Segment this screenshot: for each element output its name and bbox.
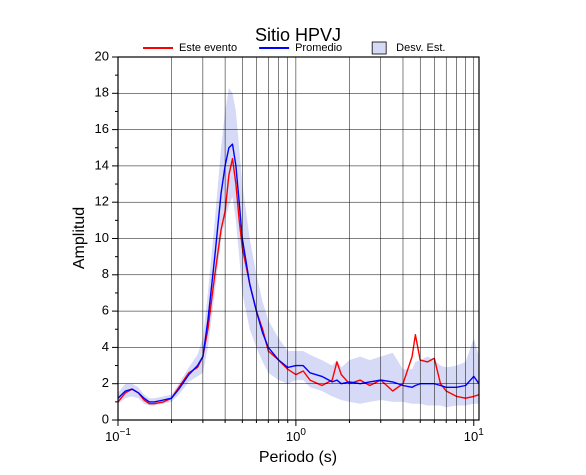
y-tick-label: 20 [95, 48, 109, 63]
series-line [118, 143, 479, 403]
y-tick-label: 8 [102, 266, 109, 281]
legend-label: Este evento [179, 42, 237, 54]
x-tick-exponent: 1 [478, 427, 484, 438]
plot-area [118, 87, 479, 408]
x-tick-exponent: 0 [300, 427, 306, 438]
std-band [118, 87, 479, 408]
x-tick-base: 10 [105, 429, 119, 444]
legend-swatch [371, 41, 387, 55]
y-tick-label: 4 [102, 339, 109, 354]
x-tick-label: 100 [286, 427, 306, 445]
y-tick-label: 0 [102, 411, 109, 426]
y-tick-label: 12 [95, 194, 109, 209]
y-tick-label: 18 [95, 85, 109, 100]
x-tick-exponent: −1 [120, 427, 132, 438]
legend-label: Promedio [295, 42, 342, 54]
x-tick-label: 101 [464, 427, 484, 445]
y-tick-label: 6 [102, 303, 109, 318]
chart-title: Sitio HPVJ [255, 25, 341, 45]
x-tick-base: 10 [286, 429, 300, 444]
y-tick-label: 14 [95, 157, 109, 172]
y-tick-label: 2 [102, 375, 109, 390]
legend: Este evento Promedio Desv. Est. [143, 41, 445, 55]
y-tick-label: 10 [95, 230, 109, 245]
x-axis-label: Periodo (s) [259, 449, 337, 466]
y-tick-label: 16 [95, 121, 109, 136]
legend-label: Desv. Est. [396, 42, 445, 54]
y-axis-label: Amplitud [71, 207, 88, 269]
x-tick-label: 10−1 [105, 427, 131, 445]
x-tick-base: 10 [464, 429, 478, 444]
